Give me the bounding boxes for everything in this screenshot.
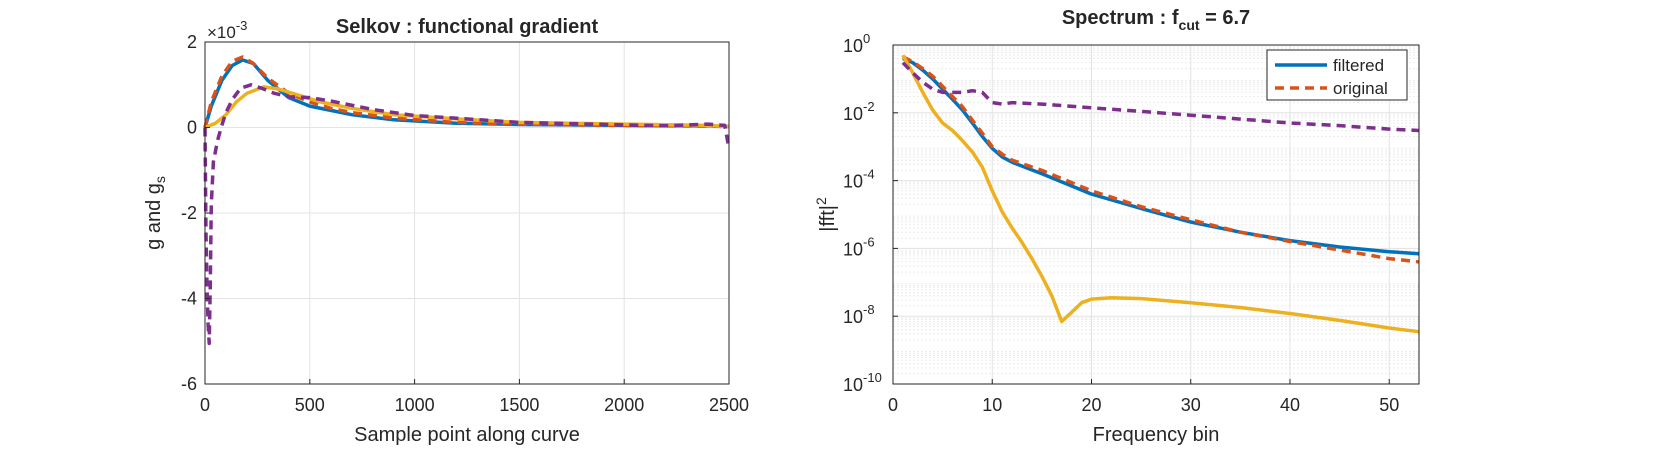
right-plot-area: [893, 45, 1419, 384]
right-y-axis-label: |fft|2: [813, 197, 839, 232]
left-y-exponent-label: ×10-3: [207, 18, 247, 42]
left-y-exponent-base: ×10: [207, 23, 236, 42]
left-y-exponent-power: -3: [236, 18, 248, 33]
right-y-axis-label-superscript: 2: [813, 197, 829, 205]
right-x-tick-label: 20: [1081, 395, 1101, 415]
right-chart-title: Spectrum : fcut = 6.7: [1062, 7, 1250, 33]
left-chart-title: Selkov : functional gradient: [336, 16, 599, 38]
right-y-tick-label: 10-8: [843, 302, 875, 327]
right-title-main: Spectrum : f: [1062, 7, 1179, 29]
right-y-axis-label-main: |fft|: [817, 205, 839, 232]
left-axes: 0 500 1000 1500 2000 2500 -6 -4 -2 0 2 Selkov : fu…: [143, 16, 749, 446]
legend: filtered original: [1266, 49, 1408, 101]
left-x-axis-label: Sample point along curve: [354, 424, 580, 446]
right-y-tick-base: 10: [843, 239, 863, 259]
left-y-tick-label: -6: [181, 374, 197, 394]
right-series-line-1: [902, 55, 1420, 264]
right-y-tick-base: 10: [843, 307, 863, 327]
right-series-group: [901, 54, 1420, 334]
left-x-tick-label: 0: [200, 395, 210, 415]
right-axes-frame: [892, 44, 1420, 385]
left-x-tick-label: 2000: [604, 395, 644, 415]
right-x-tick-label: 30: [1181, 395, 1201, 415]
left-y-tick-label: 0: [187, 118, 197, 138]
right-y-tick-label: 10-2: [843, 99, 875, 124]
left-y-tick-label: 2: [187, 32, 197, 52]
right-y-tick-base: 10: [843, 36, 863, 56]
left-series-line-3: [203, 83, 731, 346]
left-y-tick-label: -2: [181, 203, 197, 223]
right-y-tick-base: 10: [843, 104, 863, 124]
right-y-tick-base: 10: [843, 375, 863, 395]
right-y-tick-exponent: -4: [863, 167, 875, 182]
right-y-tick-exponent: -6: [863, 234, 875, 249]
left-y-axis-label-main: g and g: [143, 183, 165, 250]
right-y-tick-exponent: -10: [863, 370, 882, 385]
right-y-tick-label: 10-6: [843, 234, 875, 259]
right-title-suffix: = 6.7: [1200, 7, 1251, 29]
right-x-tick-label: 0: [888, 395, 898, 415]
right-y-tick-base: 10: [843, 172, 863, 192]
left-y-axis-label: g and gs: [143, 176, 168, 250]
right-y-tick-label: 10-10: [843, 370, 882, 395]
right-x-axis-label: Frequency bin: [1093, 424, 1220, 446]
left-series-group: [203, 55, 731, 346]
legend-label-filtered: filtered: [1333, 56, 1384, 75]
legend-box: [1266, 49, 1408, 101]
left-x-tick-label: 2500: [709, 395, 749, 415]
right-y-tick-exponent: -8: [863, 302, 875, 317]
right-y-tick-label: 10-4: [843, 167, 875, 192]
left-y-tick-label: -4: [181, 289, 197, 309]
left-x-tick-label: 1500: [499, 395, 539, 415]
left-ticks: 0 500 1000 1500 2000 2500 -6 -4 -2 0 2: [181, 32, 749, 415]
right-x-tick-label: 10: [982, 395, 1002, 415]
right-x-tick-label: 50: [1379, 395, 1399, 415]
right-x-tick-label: 40: [1280, 395, 1300, 415]
right-title-subscript: cut: [1179, 17, 1200, 33]
left-y-axis-label-subscript: s: [152, 176, 168, 183]
right-series-line-2: [901, 54, 1420, 334]
right-y-tick-exponent: 0: [863, 31, 870, 46]
right-y-tick-label: 100: [843, 31, 870, 56]
left-x-tick-label: 1000: [395, 395, 435, 415]
legend-label-original: original: [1333, 79, 1388, 98]
left-x-tick-label: 500: [295, 395, 325, 415]
right-y-tick-exponent: -2: [863, 99, 875, 114]
